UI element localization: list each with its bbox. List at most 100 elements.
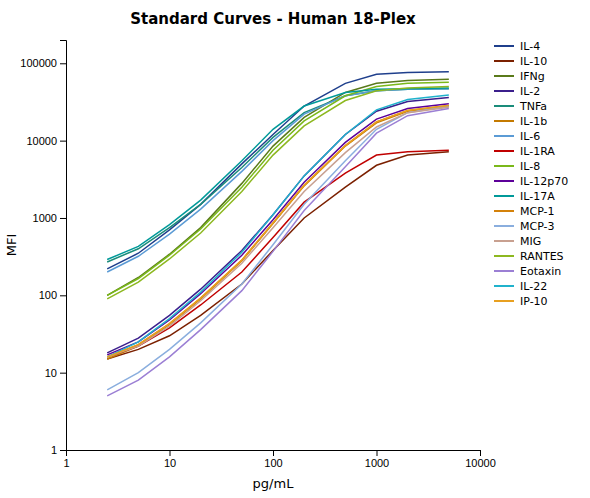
legend-item: IL-8 bbox=[494, 160, 540, 173]
legend-swatch bbox=[494, 150, 514, 152]
series-line bbox=[107, 105, 449, 356]
legend-swatch bbox=[494, 135, 514, 137]
x-axis-tick-label: 1 bbox=[63, 457, 69, 469]
legend-item: MCP-1 bbox=[494, 205, 555, 218]
y-axis-tick-mark bbox=[60, 63, 66, 64]
legend-swatch bbox=[494, 255, 514, 257]
legend-label: IL-4 bbox=[520, 40, 540, 53]
legend-item: RANTES bbox=[494, 250, 564, 263]
y-axis-tick: 1 bbox=[51, 444, 66, 456]
y-axis-tick-mark bbox=[60, 450, 66, 451]
y-axis-tick-label: 1000 bbox=[33, 212, 57, 224]
legend-item: IL-12p70 bbox=[494, 175, 568, 188]
legend-item: IL-10 bbox=[494, 55, 547, 68]
y-axis-tick-label: 10000 bbox=[26, 135, 57, 147]
x-axis-tick-label: 10000 bbox=[465, 457, 496, 469]
legend-label: IL-6 bbox=[520, 130, 540, 143]
x-axis-line bbox=[67, 451, 481, 457]
legend-item: IL-1RA bbox=[494, 145, 555, 158]
legend-item: IL-17A bbox=[494, 190, 555, 203]
legend-label: IP-10 bbox=[520, 295, 548, 308]
y-axis-tick-mark bbox=[60, 218, 66, 219]
x-axis-tick: 1 bbox=[63, 450, 69, 469]
x-axis-tick-mark bbox=[480, 450, 481, 456]
legend-label: IL-8 bbox=[520, 160, 540, 173]
x-axis-tick: 100 bbox=[264, 450, 282, 469]
series-line bbox=[107, 105, 449, 356]
lines bbox=[107, 72, 449, 396]
legend-label: Eotaxin bbox=[520, 265, 561, 278]
x-axis: 1 10 100 1000 10000 bbox=[63, 450, 495, 469]
legend-item: Eotaxin bbox=[494, 265, 561, 278]
chart: 1 10 100 1000 10000 1 10 100 1000 10000 100000 Stan… bbox=[0, 0, 590, 498]
legend-swatch bbox=[494, 90, 514, 92]
legend-swatch bbox=[494, 75, 514, 77]
legend-item: IL-6 bbox=[494, 130, 540, 143]
legend-swatch bbox=[494, 60, 514, 62]
x-axis-tick-mark bbox=[170, 450, 171, 456]
legend-item: IL-1b bbox=[494, 115, 547, 128]
legend-item: IL-2 bbox=[494, 85, 540, 98]
legend: IL-4 IL-10 IFNg IL-2 TNFa IL-1b IL-6 IL-1RA IL-8… bbox=[494, 40, 568, 308]
x-axis-tick-mark bbox=[377, 450, 378, 456]
legend-item: MIG bbox=[494, 235, 541, 248]
plot: 1 10 100 1000 10000 1 10 100 1000 10000 100000 bbox=[20, 41, 496, 469]
y-axis-tick-label: 10 bbox=[45, 367, 57, 379]
legend-label: IL-22 bbox=[520, 280, 547, 293]
y-axis-line bbox=[60, 41, 67, 451]
y-axis-tick-mark bbox=[60, 141, 66, 142]
y-axis-tick: 100000 bbox=[20, 57, 66, 69]
legend-label: IL-2 bbox=[520, 85, 540, 98]
legend-label: IL-10 bbox=[520, 55, 547, 68]
y-axis-tick: 10 bbox=[45, 367, 66, 379]
series-line bbox=[107, 109, 449, 396]
legend-label: IL-12p70 bbox=[520, 175, 568, 188]
legend-item: IL-4 bbox=[494, 40, 540, 53]
series-line bbox=[107, 87, 449, 299]
legend-swatch bbox=[494, 240, 514, 242]
legend-swatch bbox=[494, 270, 514, 272]
legend-label: TNFa bbox=[519, 100, 547, 113]
y-axis-tick-label: 100000 bbox=[20, 57, 57, 69]
x-axis-tick-mark bbox=[273, 450, 274, 456]
x-axis-title: pg/mL bbox=[253, 476, 295, 491]
y-axis-tick: 1000 bbox=[33, 212, 66, 224]
x-axis-tick: 10000 bbox=[465, 450, 496, 469]
legend-label: IL-1RA bbox=[520, 145, 555, 158]
x-axis-tick: 1000 bbox=[365, 450, 389, 469]
legend-item: MCP-3 bbox=[494, 220, 555, 233]
title: Standard Curves - Human 18-Plex bbox=[130, 10, 416, 28]
y-axis: 1 10 100 1000 10000 100000 bbox=[20, 41, 66, 457]
legend-item: IL-22 bbox=[494, 280, 547, 293]
x-axis-tick-label: 100 bbox=[264, 457, 282, 469]
legend-swatch bbox=[494, 105, 514, 107]
y-axis-title: MFI bbox=[4, 234, 19, 257]
legend-item: IFNg bbox=[494, 70, 545, 83]
legend-swatch bbox=[494, 210, 514, 212]
x-axis-tick-label: 1000 bbox=[365, 457, 389, 469]
series-line bbox=[107, 106, 449, 390]
y-axis-tick: 100 bbox=[39, 289, 66, 301]
legend-label: RANTES bbox=[520, 250, 564, 263]
x-axis-tick: 10 bbox=[164, 450, 176, 469]
legend-swatch bbox=[494, 300, 514, 302]
legend-swatch bbox=[494, 45, 514, 47]
y-axis-tick-label: 100 bbox=[39, 289, 57, 301]
legend-label: MCP-3 bbox=[520, 220, 555, 233]
legend-item: IP-10 bbox=[494, 295, 548, 308]
legend-swatch bbox=[494, 180, 514, 182]
y-axis-tick: 10000 bbox=[26, 135, 66, 147]
series-line bbox=[107, 150, 449, 357]
legend-swatch bbox=[494, 165, 514, 167]
legend-swatch bbox=[494, 195, 514, 197]
legend-label: IL-1b bbox=[520, 115, 547, 128]
legend-label: IL-17A bbox=[520, 190, 555, 203]
legend-swatch bbox=[494, 225, 514, 227]
series-line bbox=[107, 104, 449, 355]
y-axis-tick-mark bbox=[60, 373, 66, 374]
y-axis-tick-label: 1 bbox=[51, 444, 57, 456]
x-axis-tick-label: 10 bbox=[164, 457, 176, 469]
y-axis-tick-mark bbox=[60, 295, 66, 296]
series-line bbox=[107, 95, 449, 357]
legend-label: IFNg bbox=[520, 70, 545, 83]
